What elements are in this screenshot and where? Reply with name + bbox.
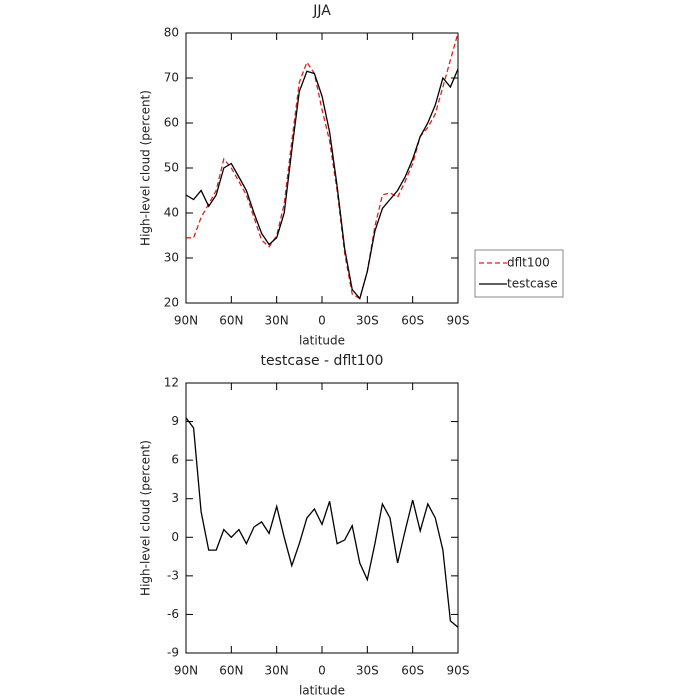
- y-tick-label: 9: [171, 414, 179, 428]
- y-tick-label: 80: [164, 26, 179, 40]
- y-tick-label: -3: [167, 568, 179, 582]
- y-tick-label: 50: [164, 161, 179, 175]
- y-tick-label: 30: [164, 251, 179, 265]
- legend-label: testcase: [507, 277, 558, 291]
- data-line: [185, 68, 459, 300]
- chart-title: JJA: [312, 3, 331, 19]
- x-tick-label: 90S: [447, 314, 470, 328]
- x-tick-label: 90N: [174, 664, 198, 678]
- legend-frame: [474, 249, 564, 298]
- y-tick-label: 3: [171, 491, 179, 505]
- x-axis-label: latitude: [299, 334, 345, 348]
- x-tick-label: 60N: [219, 664, 243, 678]
- data-line: [186, 32, 459, 300]
- y-tick-label: 0: [171, 530, 179, 544]
- x-tick-label: 90N: [174, 314, 198, 328]
- y-tick-label: 12: [164, 376, 179, 390]
- y-tick-label: 70: [164, 71, 179, 85]
- y-tick-label: 20: [164, 296, 179, 310]
- x-tick-label: 60S: [401, 664, 424, 678]
- x-tick-label: 30N: [265, 314, 289, 328]
- chart-title: testcase - dflt100: [261, 353, 384, 369]
- y-tick-label: -9: [167, 646, 179, 660]
- y-tick-label: 40: [164, 206, 179, 220]
- x-tick-label: 0: [318, 314, 326, 328]
- x-tick-label: 30S: [356, 664, 379, 678]
- plot-frame: [185, 32, 459, 304]
- x-tick-label: 30S: [356, 314, 379, 328]
- legend: dflt100 testcase: [474, 249, 564, 298]
- y-axis-label: High-level cloud (percent): [139, 90, 153, 246]
- x-axis-label: latitude: [299, 684, 345, 698]
- legend-label: dflt100: [507, 256, 550, 270]
- x-tick-label: 0: [318, 664, 326, 678]
- x-tick-label: 90S: [447, 664, 470, 678]
- y-axis-label: High-level cloud (percent): [139, 440, 153, 596]
- plot-frame: [185, 382, 459, 654]
- x-tick-label: 60S: [401, 314, 424, 328]
- y-tick-label: 6: [171, 453, 179, 467]
- y-tick-label: 60: [164, 116, 179, 130]
- data-line: [185, 417, 459, 628]
- x-tick-label: 30N: [265, 664, 289, 678]
- y-tick-label: -6: [167, 607, 179, 621]
- x-tick-label: 60N: [219, 314, 243, 328]
